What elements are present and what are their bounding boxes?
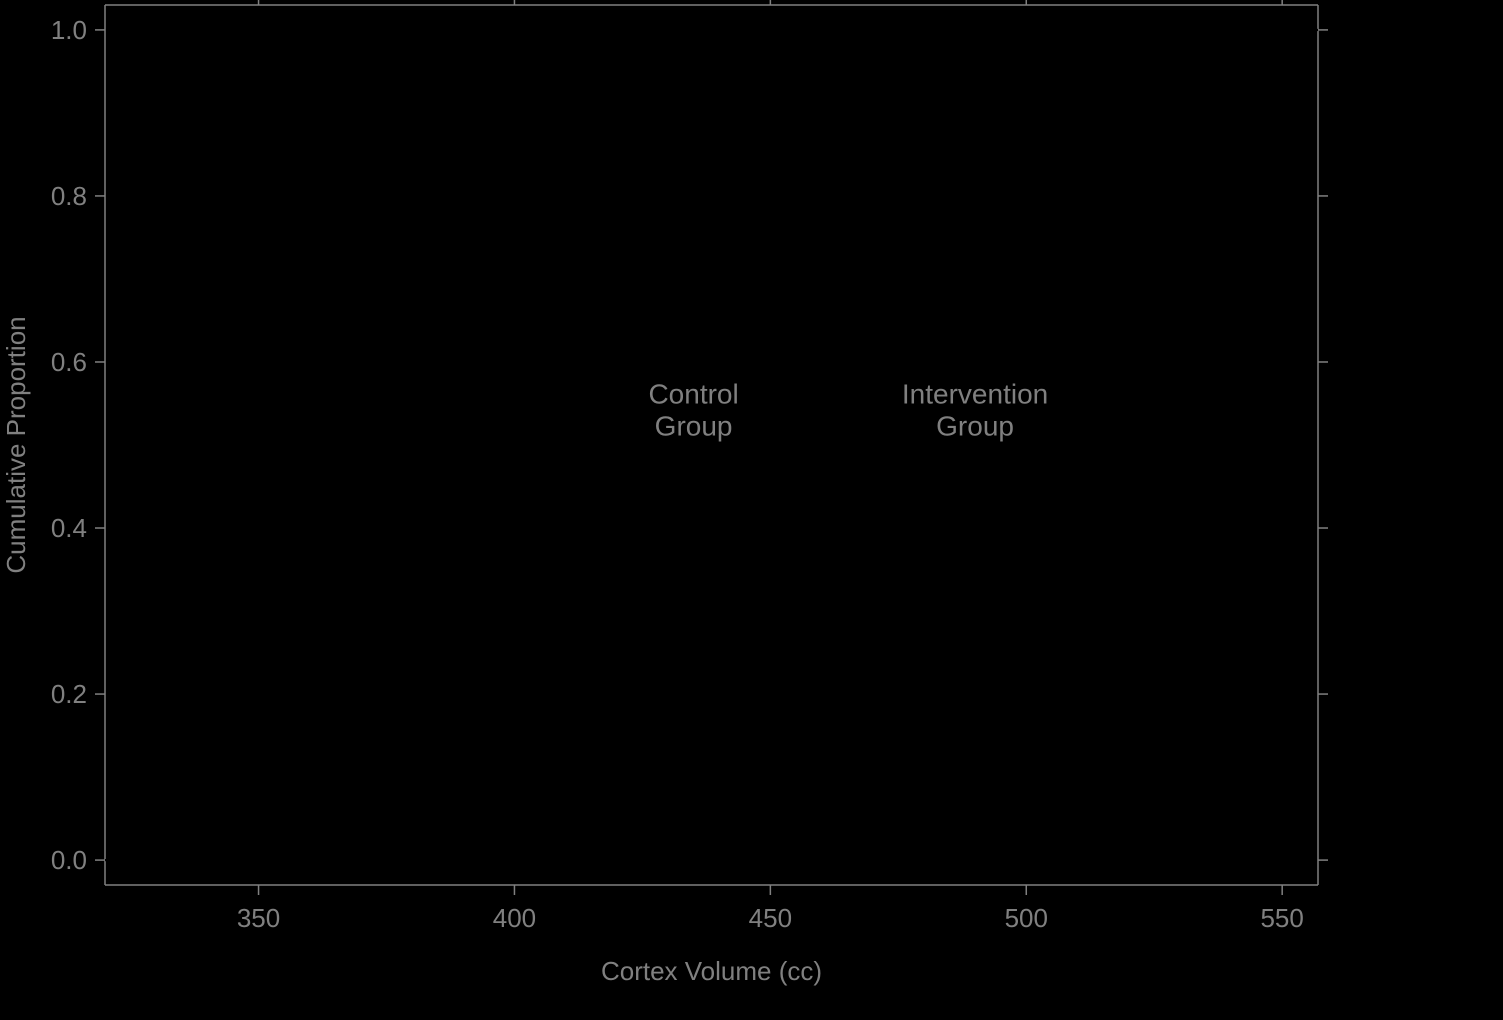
y-axis-label: Cumulative Proportion — [1, 316, 31, 573]
x-tick-label: 400 — [493, 903, 536, 933]
y-tick-label: 0.2 — [51, 679, 87, 709]
cumulative-proportion-chart: 350 400 450 500 550 0.0 0.2 0.4 0.6 0.8 1.0 Cortex … — [0, 0, 1503, 1020]
x-tick-label: 500 — [1005, 903, 1048, 933]
y-tick-label: 0.8 — [51, 181, 87, 211]
chart-background — [0, 0, 1503, 1020]
y-tick-label: 1.0 — [51, 15, 87, 45]
y-tick-label: 0.6 — [51, 347, 87, 377]
x-tick-label: 450 — [749, 903, 792, 933]
x-tick-label: 550 — [1260, 903, 1303, 933]
chart-container: 350 400 450 500 550 0.0 0.2 0.4 0.6 0.8 1.0 Cortex … — [0, 0, 1503, 1020]
x-tick-label: 350 — [237, 903, 280, 933]
y-tick-label: 0.4 — [51, 513, 87, 543]
y-tick-label: 0.0 — [51, 845, 87, 875]
x-axis-label: Cortex Volume (cc) — [601, 956, 822, 986]
control-group-label: ControlGroup — [648, 378, 738, 441]
